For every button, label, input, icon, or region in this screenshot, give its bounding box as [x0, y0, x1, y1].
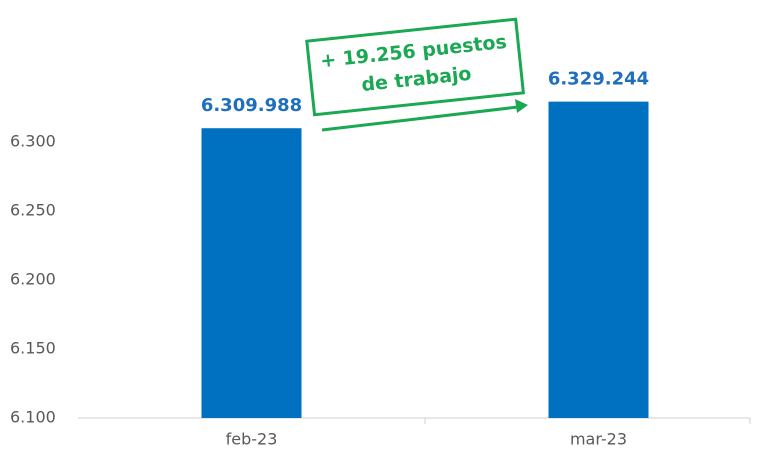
x-tick-label: mar-23: [570, 430, 627, 449]
arrow-head: [515, 99, 528, 113]
value-label: 6.329.244: [548, 69, 649, 90]
bar: [201, 128, 302, 418]
y-tick-label: 6.300: [10, 132, 56, 151]
y-tick-label: 6.100: [10, 408, 56, 427]
y-tick-label: 6.150: [10, 339, 56, 358]
annotation-arrow: [321, 105, 519, 132]
value-label: 6.309.988: [201, 95, 302, 116]
annotation-box: [305, 17, 526, 117]
y-tick-label: 6.250: [10, 201, 56, 220]
x-tick-label: feb-23: [226, 430, 278, 449]
y-tick-label: 6.200: [10, 270, 56, 289]
bar: [548, 101, 649, 418]
